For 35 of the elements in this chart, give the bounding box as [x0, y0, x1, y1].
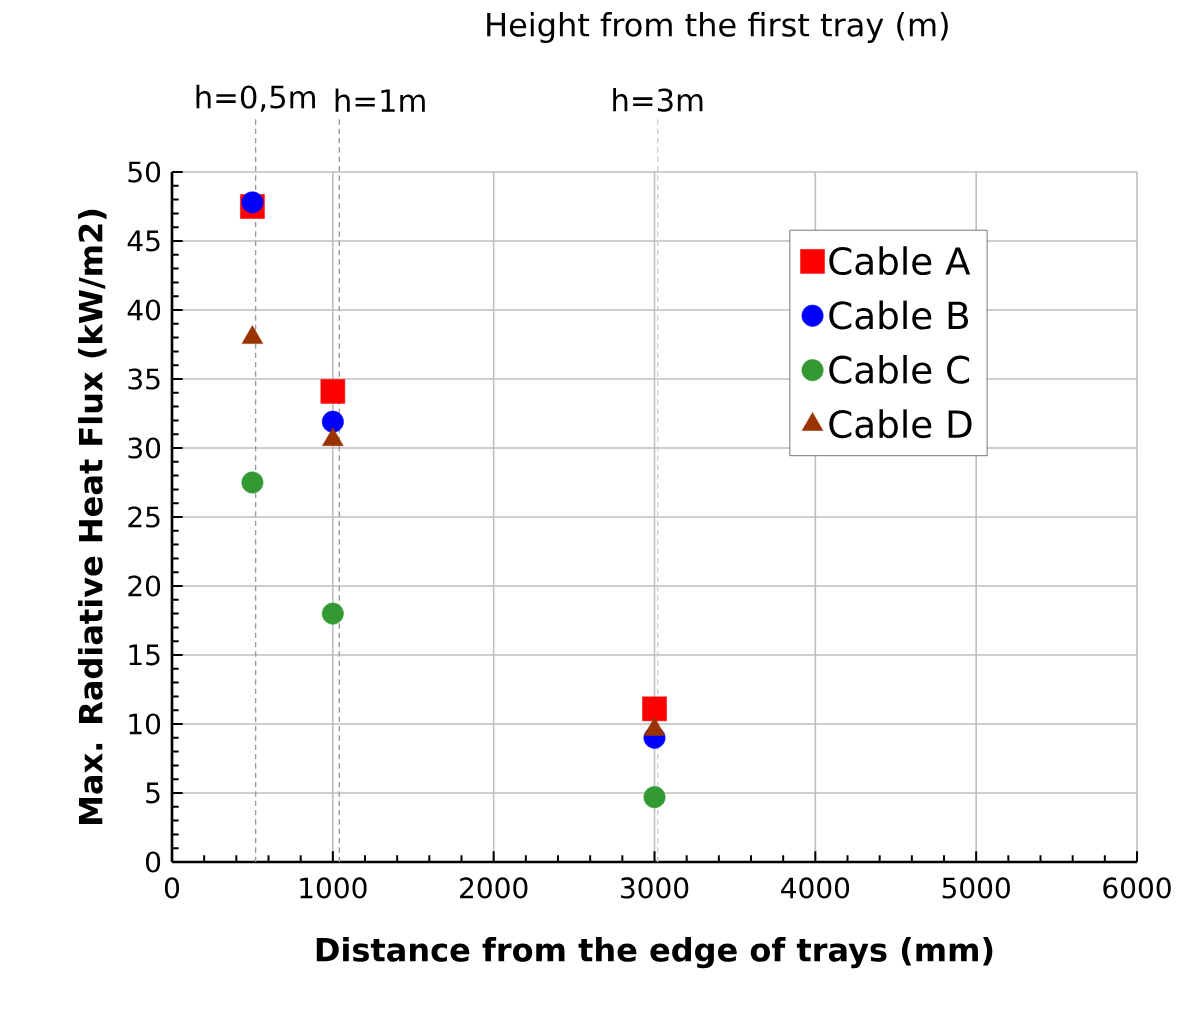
y-tick-label: 50	[128, 161, 161, 183]
point	[643, 786, 666, 809]
point	[241, 471, 264, 494]
x-axis-title: Distance from the edge of trays (mm)	[316, 937, 993, 969]
ref-line-label: h=3m	[613, 87, 703, 112]
x-tick-label: 4000	[781, 877, 850, 899]
chart-title: Height from the first tray (m)	[487, 12, 948, 43]
x-tick-label: 6000	[1103, 877, 1171, 899]
point	[241, 191, 264, 214]
y-tick-label: 10	[129, 713, 161, 735]
legend-label: Cable B	[829, 300, 968, 330]
ref-line-label: h=0,5m	[196, 84, 315, 112]
y-tick-label: 15	[129, 644, 160, 666]
y-tick-label: 0	[145, 851, 161, 873]
y-tick-label: 35	[128, 368, 160, 390]
legend-label: Cable A	[829, 246, 971, 276]
y-tick-label: 30	[128, 437, 161, 459]
y-tick-label: 5	[146, 782, 160, 804]
y-tick-label: 40	[127, 299, 161, 321]
point	[321, 602, 344, 625]
legend-label: Cable C	[829, 354, 970, 384]
point	[320, 379, 346, 404]
legend-label: Cable D	[829, 409, 972, 439]
y-tick-label: 20	[128, 575, 161, 597]
y-tick-label: 25	[128, 506, 160, 528]
point	[321, 410, 344, 433]
x-tick-label: 5000	[942, 877, 1010, 899]
y-axis-title: Max. Radiative Heat Flux (kW/m2)	[77, 209, 107, 824]
ref-line-label: h=1m	[335, 88, 425, 112]
x-tick-label: 1000	[300, 877, 367, 899]
x-tick-label: 0	[164, 877, 180, 899]
point	[642, 696, 667, 722]
y-tick-label: 45	[127, 230, 160, 252]
x-tick-label: 3000	[621, 877, 689, 899]
x-tick-label: 2000	[460, 877, 528, 899]
